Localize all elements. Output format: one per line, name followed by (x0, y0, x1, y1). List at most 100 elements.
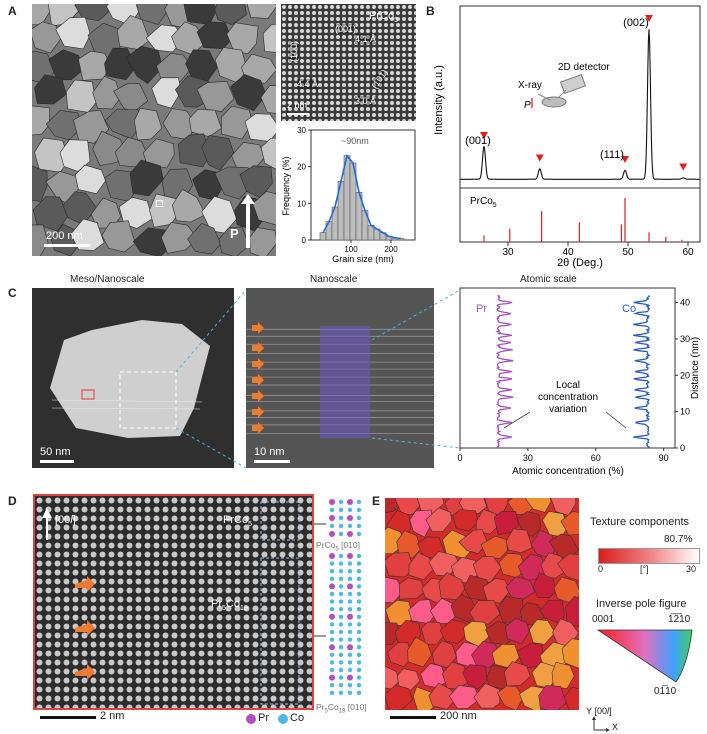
ipf-triangle (596, 629, 693, 683)
grain (241, 53, 276, 84)
scale-bar-c2 (254, 460, 290, 463)
panel-label-b: B (426, 4, 435, 18)
xrd-pattern (460, 29, 700, 180)
co-atom (347, 622, 353, 627)
scale-text-e: 200 nm (440, 710, 477, 722)
panel-label-a: A (8, 4, 17, 18)
grain (135, 4, 169, 25)
model-label-top: PrCo5 [010] (316, 540, 360, 553)
ebsd-grain (504, 618, 530, 645)
ebsd-grain (407, 636, 432, 668)
co-atom (338, 629, 344, 635)
colorbar-min: 0 (598, 564, 604, 574)
co-atom (347, 629, 353, 635)
conc-ytick: 30 (680, 334, 690, 344)
ebsd-grain (408, 552, 435, 581)
co-atom (347, 523, 353, 529)
ebsd-grain (496, 685, 524, 710)
lognormal-fit (322, 153, 402, 240)
peak-marker (679, 163, 688, 171)
prco5-box (260, 501, 300, 541)
co-atom (338, 607, 344, 612)
ebsd-grain (425, 507, 453, 532)
pr-atom (329, 583, 335, 590)
co-atom (347, 690, 353, 695)
co-atom (356, 667, 362, 673)
grain (230, 74, 267, 112)
title-atomic: Atomic scale (520, 274, 577, 285)
histogram-bar (319, 232, 327, 241)
legend-pr-dot (246, 714, 256, 724)
ebsd-grain (565, 595, 579, 628)
pr-atom (329, 553, 335, 559)
co-atom (329, 629, 335, 635)
co-atom (356, 515, 362, 521)
pr-atom (347, 499, 353, 505)
ebsd-grain (556, 553, 579, 581)
conc-xtick: 30 (523, 453, 533, 463)
scale-bar-a (44, 244, 90, 247)
eds-region (320, 326, 370, 438)
peak-marker (535, 154, 544, 162)
histogram-xtick: 200 (384, 245, 398, 254)
scale-bar-d (40, 716, 96, 719)
conc-xtick: 0 (457, 453, 462, 463)
grain (201, 135, 235, 171)
ebsd-grain (385, 552, 414, 578)
stacking-arrow (252, 342, 264, 354)
peak-label-111: (111) (600, 149, 624, 161)
grain (220, 105, 253, 140)
p-arrow (246, 200, 250, 248)
grain (171, 189, 207, 223)
p-label-b: P (524, 100, 531, 111)
co-atom (329, 660, 335, 665)
co-atom (347, 652, 353, 657)
colorbar-max: 30 (686, 564, 697, 574)
co-atom (356, 622, 362, 627)
ref-frame (459, 187, 701, 243)
co-atom (356, 599, 362, 604)
conc-ytick: 10 (680, 407, 690, 417)
co-atom (329, 507, 335, 513)
co-atom (356, 607, 362, 612)
ebsd-grain (420, 621, 445, 645)
grain (160, 221, 198, 254)
grain (142, 138, 175, 169)
co-atom (338, 622, 344, 627)
grain (218, 226, 250, 256)
co-atom (329, 690, 335, 695)
grain (244, 113, 276, 142)
histogram-ytick: 20 (297, 163, 306, 172)
grain (156, 52, 193, 82)
co-atom (356, 576, 362, 581)
scale-bar-e (390, 716, 436, 719)
phase-label-top: PrCo5 (223, 514, 252, 529)
title-meso: Meso/Nanoscale (70, 274, 145, 285)
xrd-frame (459, 5, 701, 189)
co-atom (338, 531, 344, 537)
xrd-xtick: 40 (562, 247, 574, 258)
peak-marker (621, 156, 629, 163)
co-atom (356, 660, 362, 665)
histogram-ytick: 30 (297, 126, 306, 135)
co-atom (347, 637, 353, 642)
pr-atom (329, 499, 335, 505)
co-atom (356, 637, 362, 642)
grain (125, 45, 163, 84)
grain (101, 220, 136, 253)
pr-atom (329, 531, 335, 537)
haadf-meso-image: 50 nm (32, 288, 234, 468)
grain-pattern (32, 4, 276, 256)
phase-label-mid: Pr5Co19 (211, 598, 248, 613)
co-atom (338, 507, 344, 513)
ipf-label-0110: 01̅10 (654, 686, 677, 697)
xrd-xlabel: 2θ (Deg.) (557, 257, 603, 269)
texture-colorbar (598, 548, 700, 564)
grain (32, 21, 62, 54)
model-label-bot: Pr5Co19 [010] (316, 702, 367, 715)
co-atom (356, 629, 362, 635)
detector-label: 2D detector (558, 62, 610, 73)
ebsd-grain (452, 509, 479, 532)
connector-lines (175, 289, 461, 469)
stacking-arrow (252, 322, 264, 334)
